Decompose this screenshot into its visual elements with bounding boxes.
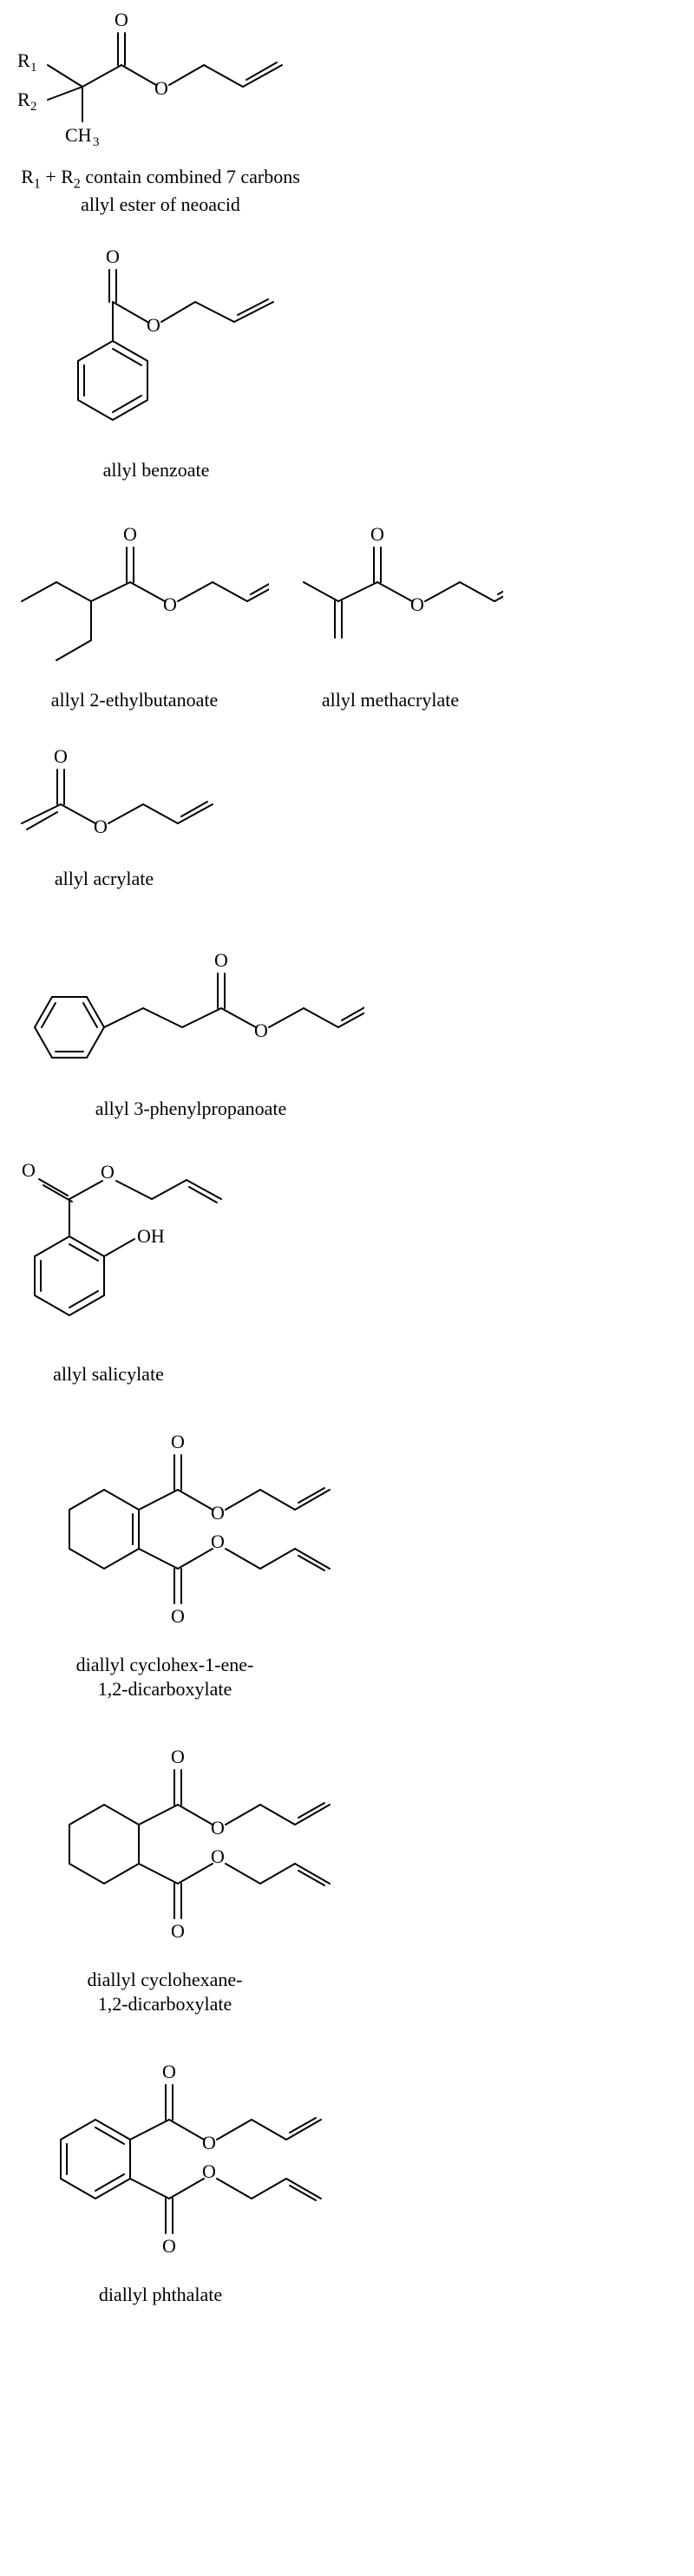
- caption-text: allyl 2-ethylbutanoate: [51, 689, 218, 711]
- svg-text:1: 1: [30, 61, 37, 75]
- svg-text:R: R: [17, 88, 30, 110]
- svg-text:O: O: [106, 246, 120, 267]
- svg-text:O: O: [171, 1431, 185, 1452]
- compound-allyl-3-phenylpropanoate: O O allyl 3-phenylpropanoate: [17, 914, 685, 1121]
- compound-diallyl-cyclohexene-dicarboxylate: O O O O diallyl cyclohex-1-ene- 1,2-dica…: [35, 1410, 685, 1701]
- structure-diallyl-cyclohexane-dicarboxylate: O O O O: [35, 1725, 347, 1968]
- svg-text:O: O: [171, 1605, 185, 1627]
- caption-line: allyl ester of neoacid: [81, 193, 240, 215]
- svg-text:O: O: [101, 1161, 115, 1183]
- caption-allyl-methacrylate: allyl methacrylate: [286, 688, 494, 712]
- compound-neoacid-ester: R1 R2 CH3 O O R1 + R2 contain combined 7…: [9, 0, 685, 217]
- structure-allyl-salicylate: O O OH: [9, 1145, 252, 1362]
- svg-text:O: O: [123, 523, 137, 545]
- compound-allyl-benzoate: O O allyl benzoate: [35, 241, 685, 482]
- caption-line: diallyl cyclohexane-: [88, 1969, 243, 1990]
- svg-text:O: O: [54, 745, 68, 767]
- caption-diallyl-cyclohexane: diallyl cyclohexane- 1,2-dicarboxylate: [35, 1968, 295, 2016]
- svg-text:2: 2: [30, 100, 37, 114]
- caption-text: allyl acrylate: [55, 868, 154, 889]
- compound-allyl-acrylate: O O allyl acrylate: [9, 737, 685, 891]
- caption-text: allyl 3-phenylpropanoate: [95, 1098, 287, 1119]
- caption-neoacid-ester: R1 + R2 contain combined 7 carbons allyl…: [9, 165, 312, 217]
- structure-allyl-benzoate: O O: [35, 241, 312, 458]
- structure-allyl-3-phenylpropanoate: O O: [17, 914, 364, 1097]
- svg-text:O: O: [163, 593, 177, 615]
- compound-allyl-salicylate: O O OH allyl salicylate: [9, 1145, 685, 1386]
- svg-text:O: O: [147, 314, 160, 336]
- svg-text:O: O: [214, 949, 228, 971]
- svg-text:3: 3: [93, 135, 100, 149]
- svg-text:R: R: [17, 49, 30, 71]
- caption-allyl-benzoate: allyl benzoate: [43, 458, 269, 482]
- compound-row: O O allyl 2-ethylbutanoate O O allyl met…: [9, 506, 685, 737]
- structure-diallyl-phthalate: O O O O: [26, 2040, 338, 2283]
- structure-allyl-acrylate: O O: [9, 737, 243, 867]
- caption-line: 1,2-dicarboxylate: [98, 1678, 232, 1700]
- caption-text: allyl methacrylate: [322, 689, 459, 711]
- structure-diallyl-cyclohexene-dicarboxylate: O O O O: [35, 1410, 347, 1653]
- compound-allyl-methacrylate: O O allyl methacrylate: [278, 506, 503, 712]
- caption-diallyl-cyclohexene: diallyl cyclohex-1-ene- 1,2-dicarboxylat…: [35, 1653, 295, 1701]
- svg-text:O: O: [211, 1502, 225, 1524]
- caption-allyl-3-phenylpropanoate: allyl 3-phenylpropanoate: [52, 1097, 330, 1121]
- svg-text:O: O: [94, 816, 108, 837]
- caption-allyl-acrylate: allyl acrylate: [9, 867, 200, 891]
- chemical-compounds-page: R1 R2 CH3 O O R1 + R2 contain combined 7…: [0, 0, 694, 2357]
- caption-text: allyl benzoate: [103, 459, 210, 481]
- svg-text:O: O: [211, 1817, 225, 1839]
- structure-neoacid-ester: R1 R2 CH3 O O: [9, 0, 312, 165]
- svg-text:CH: CH: [65, 124, 92, 146]
- caption-diallyl-phthalate: diallyl phthalate: [39, 2283, 282, 2307]
- caption-allyl-salicylate: allyl salicylate: [9, 1362, 208, 1386]
- svg-text:O: O: [171, 1920, 185, 1942]
- caption-line: diallyl cyclohex-1-ene-: [76, 1654, 254, 1675]
- svg-text:O: O: [22, 1159, 36, 1181]
- svg-text:O: O: [202, 2132, 216, 2153]
- caption-text: diallyl phthalate: [99, 2284, 222, 2305]
- svg-text:O: O: [211, 1531, 225, 1552]
- structure-allyl-methacrylate: O O: [278, 506, 503, 688]
- svg-text:O: O: [254, 1019, 268, 1041]
- svg-text:O: O: [211, 1845, 225, 1867]
- structure-allyl-2-ethylbutanoate: O O: [9, 506, 269, 688]
- svg-text:O: O: [202, 2160, 216, 2182]
- caption-line: 1,2-dicarboxylate: [98, 1993, 232, 2015]
- svg-text:O: O: [162, 2061, 176, 2082]
- svg-text:O: O: [115, 9, 128, 30]
- caption-allyl-2-ethylbutanoate: allyl 2-ethylbutanoate: [22, 688, 247, 712]
- svg-text:O: O: [162, 2235, 176, 2257]
- caption-line: R1 + R2 contain combined 7 carbons: [21, 166, 300, 187]
- svg-text:OH: OH: [137, 1225, 165, 1247]
- compound-allyl-2-ethylbutanoate: O O allyl 2-ethylbutanoate: [9, 506, 269, 712]
- caption-text: allyl salicylate: [53, 1363, 164, 1385]
- svg-text:O: O: [171, 1746, 185, 1767]
- compound-diallyl-cyclohexane-dicarboxylate: O O O O diallyl cyclohexane- 1,2-dicarbo…: [35, 1725, 685, 2016]
- svg-text:O: O: [370, 523, 384, 545]
- svg-text:O: O: [154, 77, 168, 99]
- compound-diallyl-phthalate: O O O O diallyl phthalate: [26, 2040, 685, 2307]
- svg-text:O: O: [410, 593, 424, 615]
